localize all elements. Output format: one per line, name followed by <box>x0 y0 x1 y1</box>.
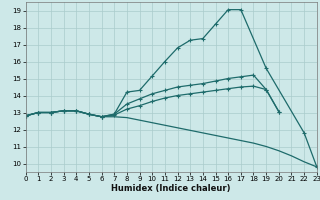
X-axis label: Humidex (Indice chaleur): Humidex (Indice chaleur) <box>111 184 231 193</box>
